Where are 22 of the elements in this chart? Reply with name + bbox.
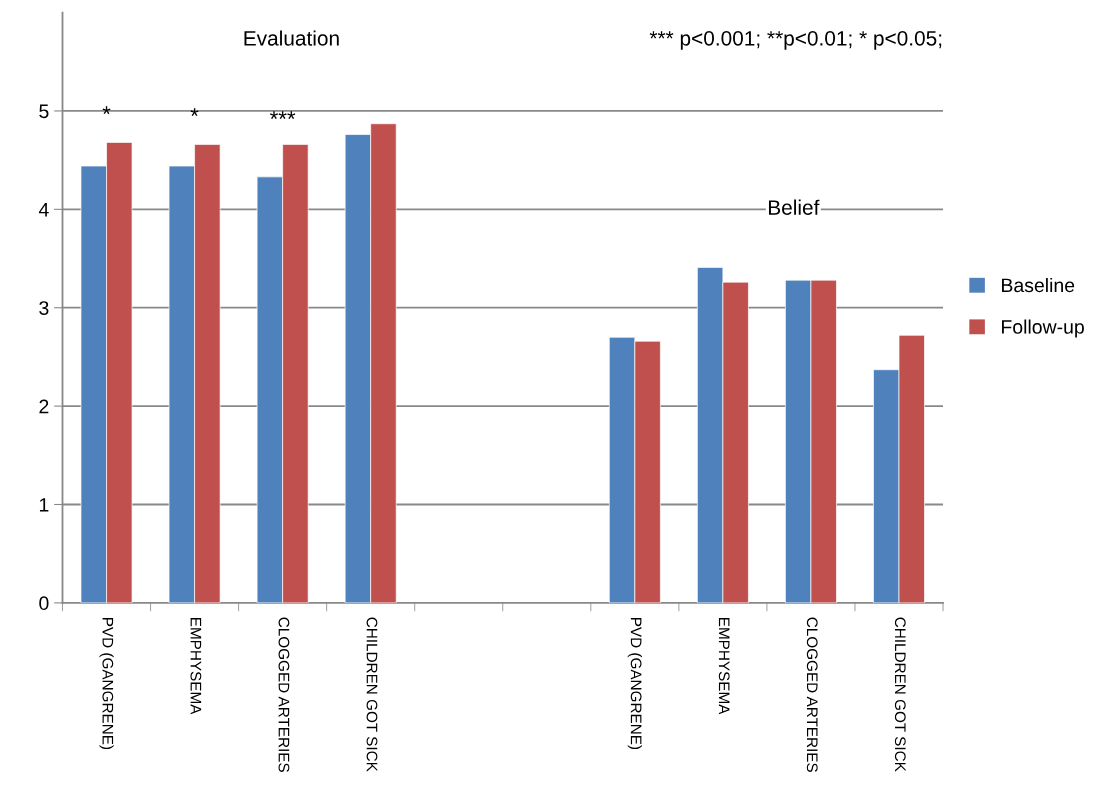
- y-tick-label: 1: [39, 498, 49, 512]
- annotation: Evaluation: [244, 30, 339, 46]
- legend-label: Baseline: [1002, 277, 1075, 293]
- y-tick-label: 0: [39, 596, 49, 611]
- annotation: ***: [270, 111, 296, 120]
- annotation: *: [102, 106, 111, 115]
- x-tick-label: CHILDREN GOT SICK: [894, 617, 906, 772]
- x-tick-label: EMPHYSEMA: [190, 618, 202, 715]
- x-tick-label: PVD (GANGRENE): [627, 618, 642, 750]
- legend-label: Follow-up: [1002, 319, 1084, 338]
- x-tick-label: CHILDREN GOT SICK: [366, 617, 378, 772]
- x-tick-label: PVD (GANGRENE): [99, 618, 114, 750]
- x-tick-label: EMPHYSEMA: [718, 618, 730, 715]
- y-tick-label: 4: [38, 203, 49, 217]
- y-tick-label: 3: [39, 301, 49, 315]
- x-tick-label: CLOGGED ARTERIES: [806, 617, 818, 773]
- y-tick-label: 2: [39, 399, 49, 414]
- y-tick-label: 5: [39, 104, 49, 119]
- annotation: Belief: [768, 199, 820, 215]
- annotation: *: [190, 108, 199, 117]
- x-tick-label: CLOGGED ARTERIES: [278, 617, 290, 773]
- annotation: *** p<0.001; **p<0.01; * p<0.05;: [649, 30, 942, 50]
